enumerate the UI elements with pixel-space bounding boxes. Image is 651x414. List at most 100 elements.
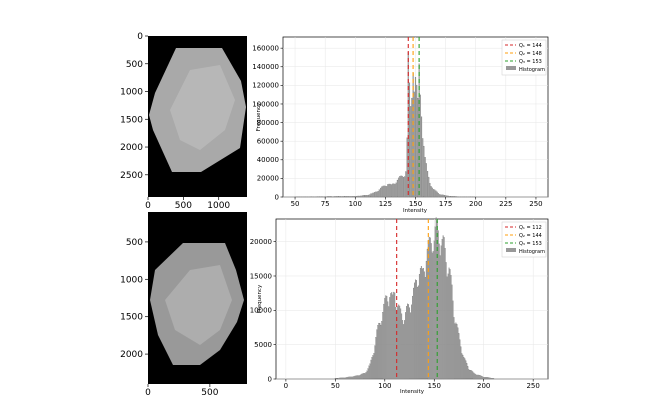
top-histogram-ytick-label: 20000 — [257, 175, 279, 183]
bottom-histogram-bar — [472, 371, 474, 380]
top-histogram-xticks: 50 75 100 125 150 175 200 225 250 — [291, 197, 543, 208]
bottom-histogram-bar — [408, 304, 410, 380]
bottom-histogram-quartile-lines — [396, 219, 438, 379]
top-histogram-bar — [328, 196, 330, 198]
top-histogram-ylabel: Frequency — [256, 102, 262, 131]
bottom-histogram-bar — [445, 262, 447, 380]
bottom-histogram-bar — [413, 287, 414, 380]
bottom-histogram-bar — [381, 321, 383, 380]
bottom-histogram-bar — [422, 268, 424, 380]
bottom-histogram-ylabel: Frequency — [257, 284, 263, 313]
bottom-histogram-bar — [416, 286, 418, 380]
top-histogram: 50 75 100 125 150 175 200 225 250 0 20000 40000 600… — [252, 36, 549, 214]
bottom-histogram-bar — [365, 372, 367, 380]
top-histogram-ytick-label: 40000 — [257, 156, 279, 164]
top-image-xtick-label: 1000 — [207, 201, 230, 211]
bottom-image-ytick-label: 1500 — [120, 313, 143, 323]
top-histogram-bar — [329, 196, 331, 198]
top-histogram-ytick-label: 80000 — [257, 119, 279, 127]
bottom-histogram-bar — [441, 239, 443, 380]
bottom-histogram-bar — [407, 303, 409, 380]
top-histogram-bar — [327, 196, 329, 198]
top-histogram-xtick-label: 75 — [321, 200, 330, 208]
top-histogram-bar — [365, 195, 367, 198]
bottom-histogram-bar — [480, 375, 482, 380]
top-histogram-bar — [342, 196, 344, 198]
bottom-histogram-bar — [395, 307, 397, 380]
bottom-histogram-bar — [355, 375, 357, 380]
bottom-histogram-bar — [386, 295, 388, 380]
bottom-histogram-xticks: 0 50 100 150 200 250 — [284, 379, 540, 390]
top-histogram-bar — [448, 196, 450, 198]
bottom-histogram-bar — [362, 373, 364, 380]
top-histogram-bar — [343, 196, 345, 198]
top-histogram-bar — [439, 194, 441, 198]
bottom-breast-texture — [165, 265, 232, 345]
bottom-histogram-xtick-label: 200 — [477, 382, 490, 390]
bottom-legend-q2-label: Q₂ = 144 — [519, 233, 542, 239]
top-histogram-bar — [428, 176, 430, 198]
top-histogram-bar — [395, 182, 397, 198]
top-histogram-bar — [346, 196, 348, 198]
bottom-histogram-bar — [402, 320, 404, 380]
bottom-histogram-xtick-label: 150 — [428, 382, 441, 390]
top-histogram-bar — [376, 191, 378, 198]
top-histogram-bar — [434, 189, 436, 198]
bottom-histogram-bar — [481, 375, 483, 380]
top-histogram-ytick-label: 100000 — [252, 100, 279, 108]
top-histogram-bar — [386, 186, 388, 198]
bottom-histogram-bar — [448, 267, 450, 380]
top-histogram-bar — [453, 196, 455, 198]
bottom-histogram-bar — [385, 295, 387, 380]
bottom-histogram-bar — [341, 377, 343, 380]
top-histogram-bar — [449, 196, 451, 198]
top-histogram-bar — [384, 185, 386, 198]
top-image-ytick-label: 1000 — [120, 88, 143, 98]
top-histogram-bar — [423, 145, 425, 198]
bottom-histogram-bar — [367, 368, 369, 380]
bottom-histogram-bar — [358, 375, 360, 380]
bottom-histogram-bar — [372, 355, 374, 380]
top-histogram-bar — [319, 196, 321, 198]
bottom-histogram-bar — [476, 374, 478, 380]
bottom-legend-q1-label: Q₁ = 112 — [519, 225, 542, 231]
bottom-histogram-bar — [379, 322, 381, 380]
bottom-histogram-bar — [418, 274, 420, 380]
top-histogram-ytick-label: 160000 — [252, 44, 279, 52]
top-histogram-bar — [339, 196, 341, 198]
bottom-histogram-bar — [357, 375, 359, 380]
top-histogram-bar — [440, 194, 442, 198]
bottom-legend-histogram-swatch — [506, 248, 516, 252]
top-histogram-bar — [402, 176, 405, 198]
top-histogram-xtick-label: 100 — [349, 200, 362, 208]
top-legend-q3-label: Q₃ = 153 — [519, 59, 542, 65]
top-histogram-bar — [447, 195, 449, 198]
top-histogram-bar — [416, 84, 418, 198]
top-histogram-bar — [387, 184, 389, 198]
bottom-histogram-xtick-label: 100 — [378, 382, 391, 390]
top-image-ytick-label: 2500 — [120, 171, 143, 181]
bottom-histogram-bar — [423, 271, 425, 380]
bottom-histogram-ytick-label: 0 — [268, 375, 272, 383]
top-histogram-bar — [367, 194, 370, 198]
bottom-histogram-bar — [343, 377, 345, 380]
top-histogram-bar — [451, 196, 453, 198]
top-histogram-bar — [380, 187, 382, 198]
top-histogram-bar — [401, 175, 403, 198]
top-histogram-bar — [452, 196, 454, 198]
bottom-histogram-bar — [474, 373, 476, 380]
bottom-histogram-bar — [475, 374, 477, 380]
top-histogram-bar — [396, 179, 398, 198]
top-histogram-bar — [351, 196, 353, 198]
top-histogram-bar — [325, 196, 327, 198]
bottom-histogram-bar — [346, 377, 348, 380]
bottom-histogram-bar — [383, 303, 385, 380]
bottom-histogram-bar — [433, 240, 435, 380]
bottom-histogram-bar — [417, 285, 419, 380]
top-histogram-bar — [377, 191, 379, 198]
bottom-histogram-bar — [409, 307, 410, 380]
top-histogram-bar — [378, 189, 380, 198]
top-histogram-bar — [349, 196, 352, 198]
bottom-histogram-bar — [405, 312, 407, 380]
